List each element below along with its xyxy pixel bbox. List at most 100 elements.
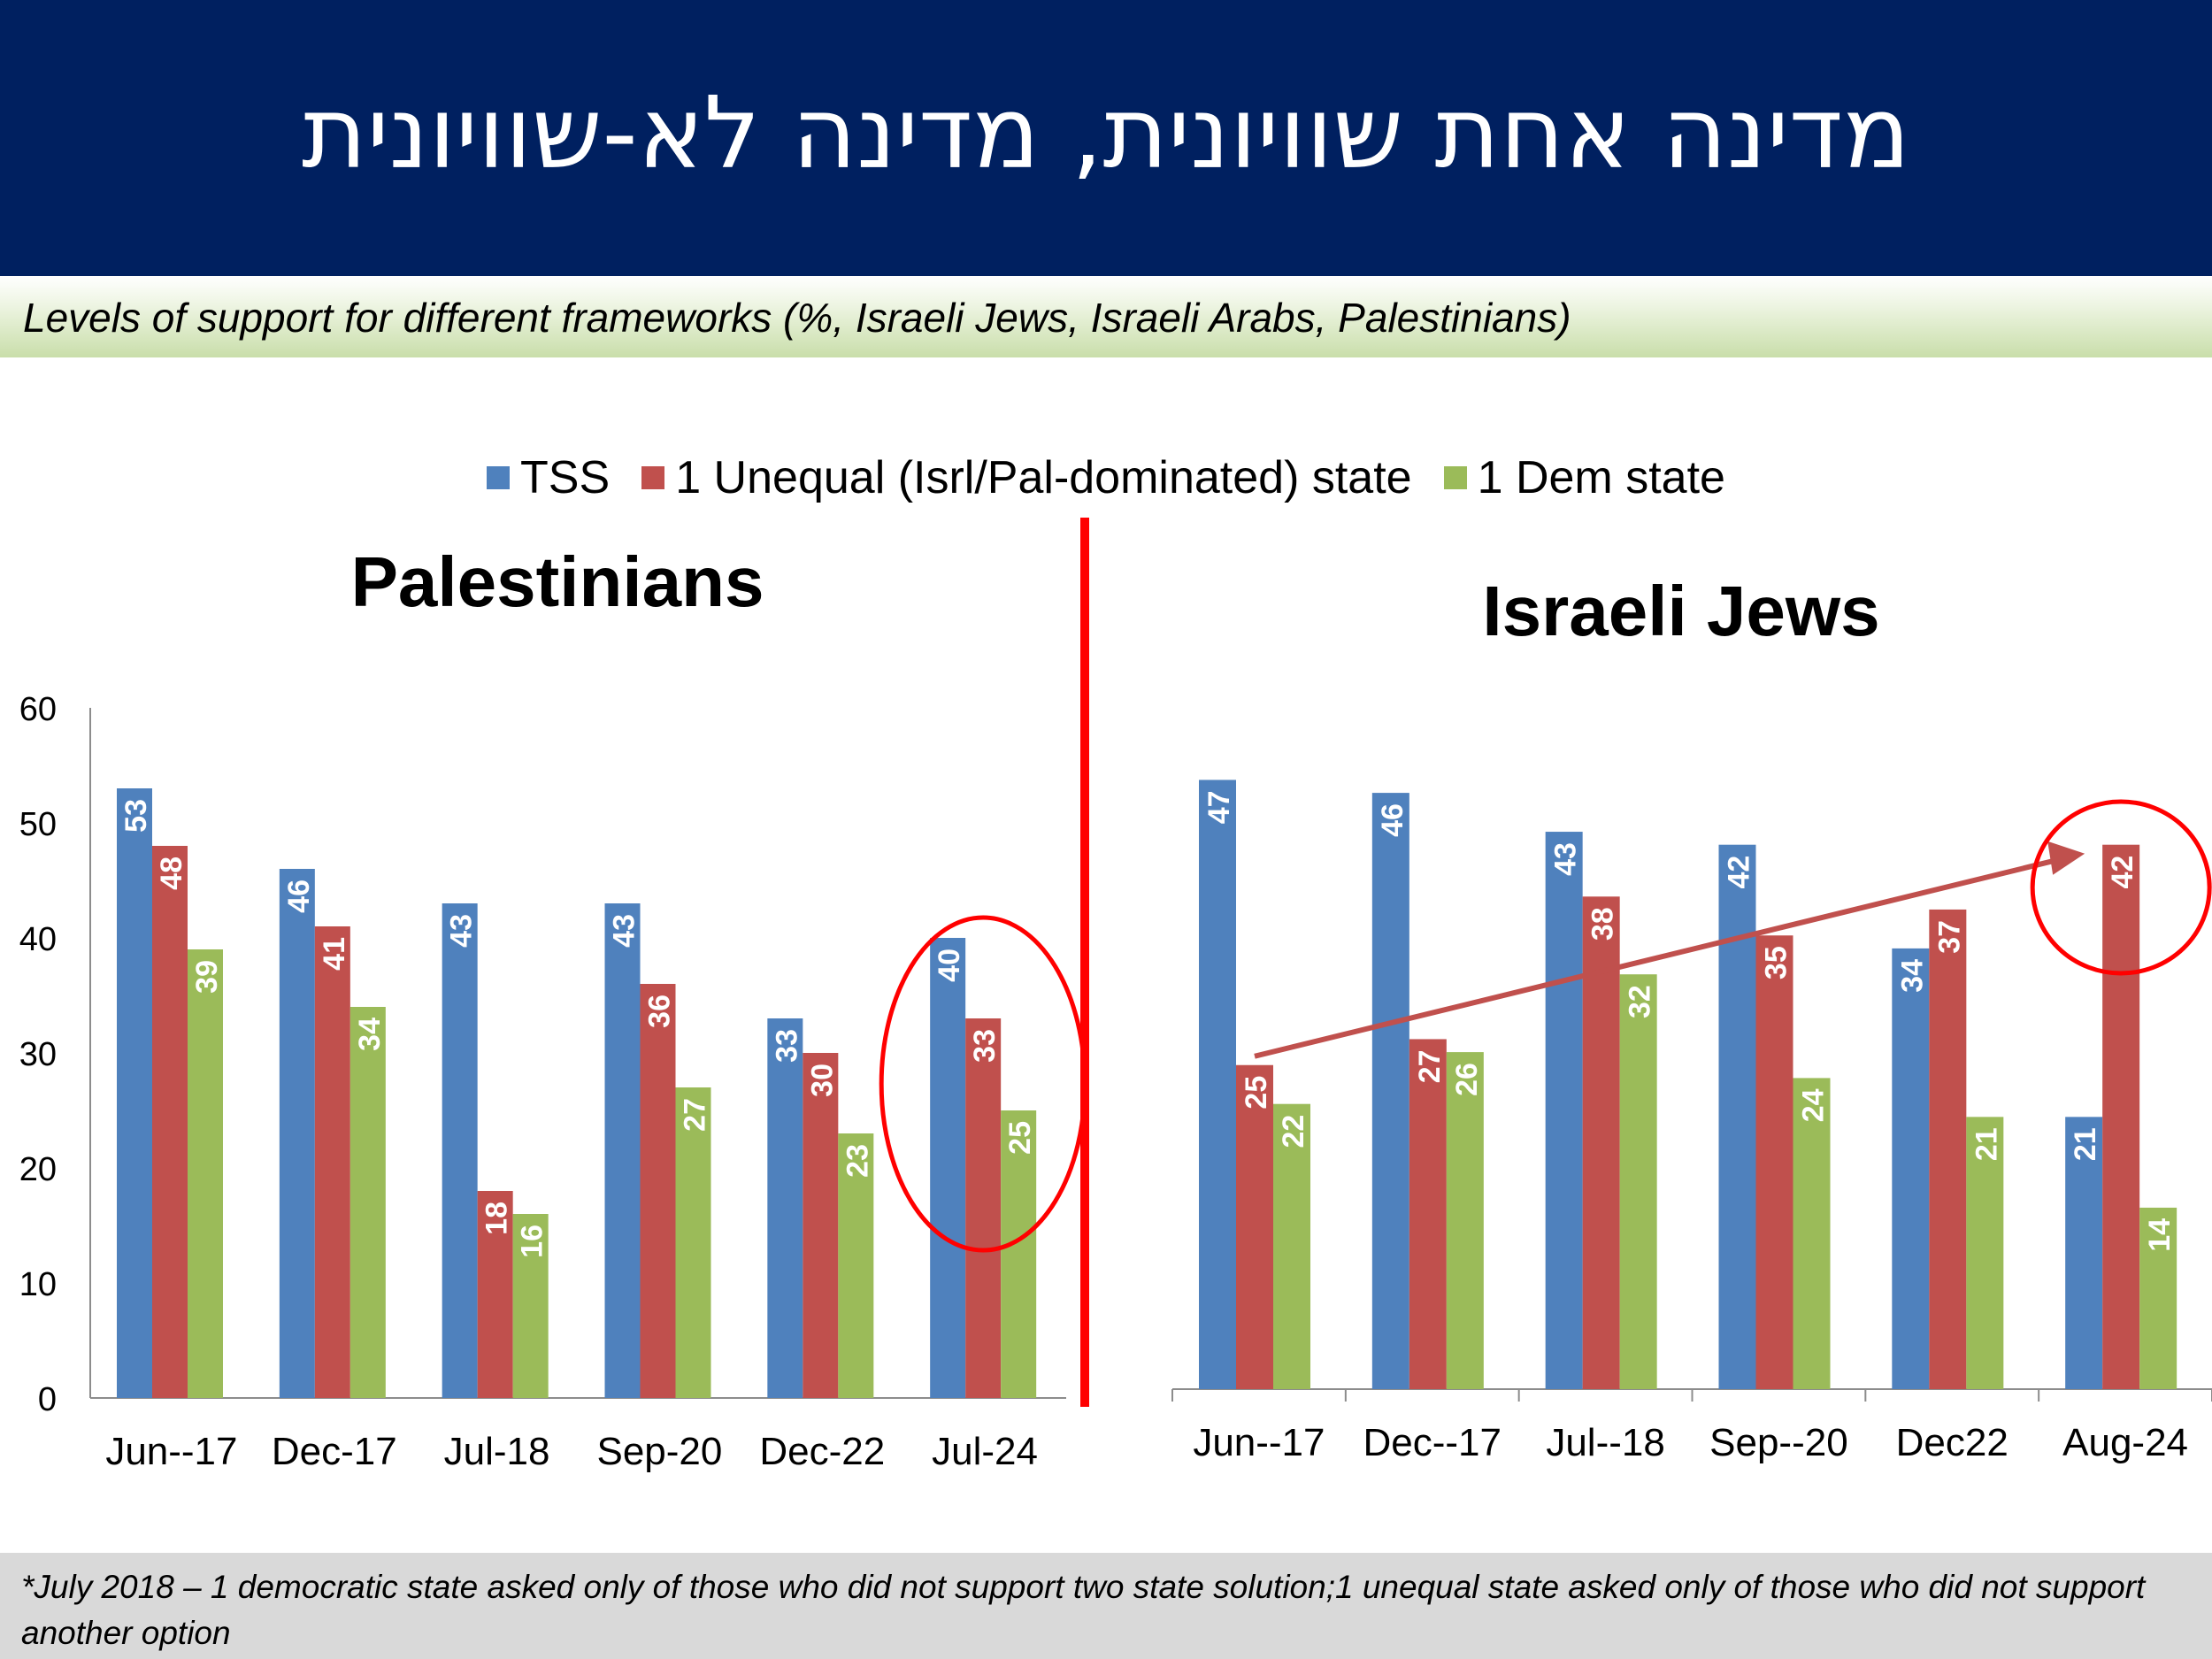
bar bbox=[604, 903, 641, 1398]
y-tick-label: 30 bbox=[19, 1036, 57, 1073]
bar bbox=[1793, 1078, 1831, 1389]
bar-data-label: 47 bbox=[1202, 790, 1236, 824]
legend-label-unequal: 1 Unequal (Isrl/Pal-dominated) state bbox=[675, 452, 1412, 503]
bar bbox=[930, 938, 966, 1398]
bar-data-label: 46 bbox=[282, 879, 316, 913]
bar-data-label: 35 bbox=[1760, 946, 1793, 979]
legend-label-tss: TSS bbox=[520, 452, 611, 503]
bar bbox=[767, 1018, 803, 1398]
bar-data-label: 21 bbox=[2069, 1127, 2102, 1161]
bar bbox=[512, 1214, 549, 1398]
x-tick-label: Sep-20 bbox=[596, 1430, 722, 1473]
bar bbox=[1371, 793, 1409, 1389]
x-tick-label: Jul-18 bbox=[444, 1430, 550, 1473]
bar-data-label: 46 bbox=[1376, 803, 1409, 837]
legend-item-tss: TSS bbox=[487, 451, 610, 504]
chart-subtitle: Levels of support for different framewor… bbox=[23, 295, 1571, 341]
bar bbox=[477, 1191, 513, 1398]
bar-data-label: 43 bbox=[608, 914, 641, 948]
footnote: *July 2018 – 1 democratic state asked on… bbox=[21, 1569, 2146, 1651]
x-tick-label: Dec--17 bbox=[1363, 1421, 1502, 1464]
bar-data-label: 53 bbox=[119, 799, 153, 833]
bar bbox=[1545, 832, 1583, 1389]
bar-data-label: 30 bbox=[805, 1064, 839, 1097]
bar-data-label: 34 bbox=[353, 1018, 387, 1051]
y-tick-label: 40 bbox=[19, 921, 57, 958]
y-tick-label: 20 bbox=[19, 1151, 57, 1188]
bar-data-label: 42 bbox=[2106, 856, 2139, 889]
bar-data-label: 34 bbox=[1895, 959, 1929, 993]
x-tick-label: Jun--17 bbox=[1193, 1421, 1325, 1464]
bar-data-label: 38 bbox=[1586, 907, 1620, 941]
bar bbox=[1619, 974, 1657, 1389]
bar bbox=[1446, 1052, 1484, 1389]
bar-data-label: 14 bbox=[2143, 1218, 2177, 1252]
bar bbox=[1892, 948, 1930, 1389]
footnote-band bbox=[0, 1553, 2212, 1659]
highlight-circle bbox=[2030, 799, 2212, 976]
bar bbox=[1001, 1110, 1037, 1398]
x-tick-label: Dec-17 bbox=[272, 1430, 397, 1473]
trend-arrowhead bbox=[2047, 841, 2085, 875]
palestinians-chart-title: Palestinians bbox=[350, 542, 764, 621]
bar bbox=[349, 1007, 386, 1398]
bar bbox=[803, 1053, 839, 1398]
y-tick-label: 0 bbox=[38, 1381, 57, 1418]
bar-data-label: 26 bbox=[1450, 1063, 1484, 1096]
bar-data-label: 36 bbox=[643, 995, 677, 1028]
bar-data-label: 24 bbox=[1797, 1088, 1831, 1122]
bar bbox=[838, 1133, 874, 1398]
bar-data-label: 43 bbox=[1549, 842, 1583, 876]
bar bbox=[2139, 1207, 2177, 1389]
legend-item-unequal: 1 Unequal (Isrl/Pal-dominated) state bbox=[641, 451, 1412, 504]
bar bbox=[640, 984, 676, 1398]
bar bbox=[2065, 1117, 2103, 1389]
bar bbox=[117, 788, 152, 1398]
legend-swatch-tss bbox=[487, 466, 511, 489]
y-tick-label: 60 bbox=[19, 691, 57, 728]
bar bbox=[188, 949, 223, 1398]
bar bbox=[314, 926, 350, 1398]
bar-data-label: 27 bbox=[679, 1098, 712, 1132]
title-banner bbox=[0, 0, 2212, 276]
x-tick-label: Dec22 bbox=[1896, 1421, 2008, 1464]
x-tick-label: Jul-24 bbox=[932, 1430, 1038, 1473]
bar bbox=[1718, 844, 1756, 1389]
bar bbox=[1929, 909, 1967, 1389]
legend-swatch-unequal bbox=[641, 466, 665, 489]
y-tick-label: 10 bbox=[19, 1266, 57, 1303]
panel-divider bbox=[1080, 518, 1089, 1407]
bar-data-label: 21 bbox=[1970, 1127, 2003, 1161]
bar bbox=[279, 869, 315, 1398]
x-tick-label: Dec-22 bbox=[759, 1430, 885, 1473]
legend: TSS 1 Unequal (Isrl/Pal-dominated) state… bbox=[0, 442, 2212, 513]
bar-data-label: 16 bbox=[516, 1225, 549, 1258]
legend-label-dem: 1 Dem state bbox=[1477, 452, 1725, 503]
bar bbox=[965, 1018, 1002, 1398]
bar-data-label: 41 bbox=[318, 937, 351, 971]
bar bbox=[152, 846, 188, 1398]
bar bbox=[1199, 780, 1236, 1389]
x-tick-label: Jun--17 bbox=[105, 1430, 237, 1473]
x-tick-label: Jul--18 bbox=[1546, 1421, 1665, 1464]
x-tick-label: Aug-24 bbox=[2062, 1421, 2188, 1464]
bar bbox=[1409, 1039, 1447, 1389]
bar-data-label: 48 bbox=[155, 856, 188, 890]
trend-arrow-line bbox=[1254, 856, 2059, 1059]
bar bbox=[1582, 896, 1620, 1389]
bar-data-label: 27 bbox=[1413, 1049, 1447, 1083]
bar-data-label: 43 bbox=[445, 914, 479, 948]
bar bbox=[675, 1087, 711, 1398]
bar-data-label: 42 bbox=[1723, 856, 1756, 889]
bar-data-label: 32 bbox=[1624, 985, 1657, 1018]
bar-data-label: 40 bbox=[933, 949, 966, 982]
bar-data-label: 18 bbox=[480, 1202, 514, 1235]
bar-data-label: 23 bbox=[841, 1144, 874, 1178]
bar-data-label: 25 bbox=[1240, 1076, 1273, 1110]
subtitle-band bbox=[0, 276, 2212, 357]
bar bbox=[1966, 1117, 2004, 1389]
x-tick-label: Sep--20 bbox=[1709, 1421, 1848, 1464]
bar bbox=[1755, 935, 1793, 1389]
y-tick-label: 50 bbox=[19, 806, 57, 843]
